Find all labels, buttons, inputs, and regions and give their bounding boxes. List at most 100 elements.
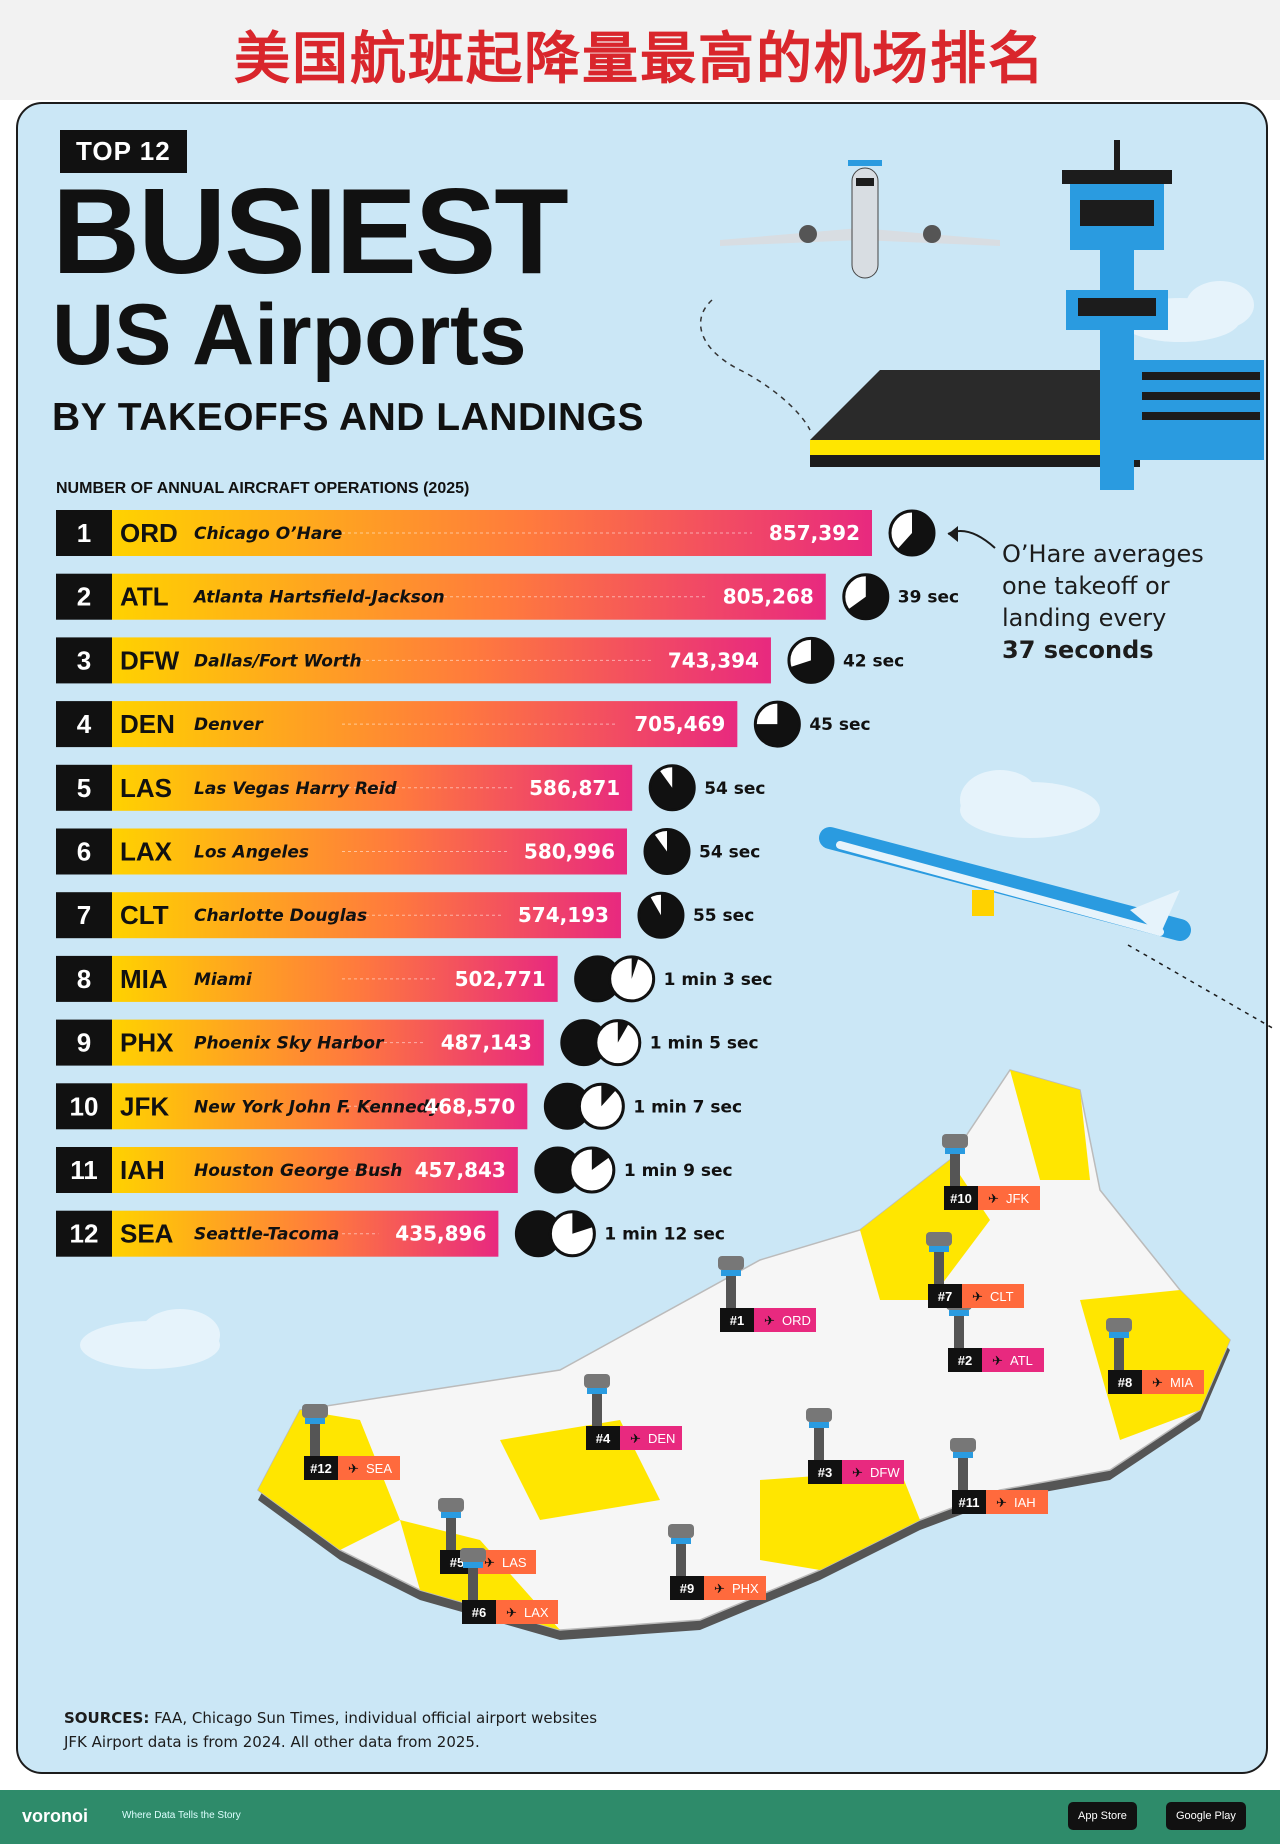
airport-name: Dallas/Fort Worth <box>194 651 362 671</box>
map-tower-window-icon <box>721 1270 741 1276</box>
voronoi-logo[interactable]: voronoi <box>22 1806 88 1826</box>
map-code-tag <box>338 1456 400 1480</box>
sources-note: JFK Airport data is from 2024. All other… <box>64 1733 480 1751</box>
interval-clock-fill <box>536 1149 579 1191</box>
map-code-tag <box>754 1308 816 1332</box>
airport-code: MIA <box>120 964 168 994</box>
rank-box <box>56 573 112 620</box>
map-airport-code: MIA <box>1170 1375 1193 1390</box>
rank-number: 4 <box>77 709 92 739</box>
interval-clock-fill <box>572 1212 593 1234</box>
interval-label: 45 sec <box>809 715 870 735</box>
map-code-tag <box>496 1600 558 1624</box>
bar-value-label: 743,394 <box>668 648 759 672</box>
airport-name: New York John F. Kennedy <box>194 1097 441 1117</box>
map-airport-code: JFK <box>1006 1191 1029 1206</box>
interval-clock-fill <box>631 957 639 979</box>
plane-icon: ✈ <box>714 1582 725 1597</box>
map-tower-top-icon <box>926 1232 952 1246</box>
interval-label: 39 sec <box>898 588 959 608</box>
footer-tagline: Where Data Tells the Story <box>122 1810 241 1821</box>
map-rank-label: #11 <box>959 1495 980 1510</box>
map-tower-window-icon <box>463 1562 483 1568</box>
airport-name: Seattle-Tacoma <box>194 1225 339 1245</box>
airplane-illustration-right <box>819 827 1277 1031</box>
bar-value-label: 805,268 <box>723 585 814 609</box>
bar-value-label: 586,871 <box>529 776 620 800</box>
annotation-line-4: 37 seconds <box>1002 636 1154 664</box>
airport-name: Denver <box>194 715 264 735</box>
map-tower-window-icon <box>953 1452 973 1458</box>
rank-number: 5 <box>77 773 91 803</box>
top-banner <box>0 0 1280 100</box>
interval-clock-fill <box>601 1085 616 1107</box>
axis-caption: NUMBER OF ANNUAL AIRCRAFT OPERATIONS (20… <box>56 480 470 497</box>
plane-icon: ✈ <box>996 1496 1007 1511</box>
interval-clock-fill <box>517 1212 560 1255</box>
plane-icon: ✈ <box>972 1290 983 1305</box>
map-tower-top-icon <box>584 1374 610 1388</box>
map-tower-top-icon <box>438 1498 464 1512</box>
map-tower-top-icon <box>302 1404 328 1418</box>
map-rank-tag <box>304 1456 338 1480</box>
map-rank-label: #1 <box>730 1313 744 1328</box>
interval-clock-fill <box>897 512 934 555</box>
plane-icon: ✈ <box>484 1556 495 1571</box>
bar-value-label: 457,843 <box>415 1158 506 1182</box>
google-play-button[interactable]: Google Play <box>1166 1802 1246 1830</box>
plane-icon: ✈ <box>506 1606 517 1621</box>
map-tower-top-icon <box>668 1524 694 1538</box>
airplane-illustration-top <box>699 160 1000 431</box>
map-tower-top-icon <box>806 1408 832 1422</box>
title-line-1: BUSIEST <box>52 163 569 299</box>
rank-box <box>56 892 112 939</box>
bar-value-label: 502,771 <box>455 967 546 991</box>
map-tower-window-icon <box>1109 1332 1129 1338</box>
map-tower-top-icon <box>718 1256 744 1270</box>
map-tower-window-icon <box>949 1310 969 1316</box>
map-rank-tag <box>944 1186 978 1210</box>
airport-name: Miami <box>194 970 253 990</box>
map-airport-code: DEN <box>648 1431 675 1446</box>
map-rank-tag <box>808 1460 842 1484</box>
interval-label: 1 min 5 sec <box>650 1034 759 1054</box>
plane-icon: ✈ <box>764 1314 775 1329</box>
bar-value-label: 705,469 <box>634 712 725 736</box>
chart-canvas: 1 ORD Chicago O’Hare 857,392 2 ATL Atlanta Har… <box>56 140 1277 1640</box>
bar-value-label: 435,896 <box>395 1222 486 1246</box>
map-tower-icon <box>814 1420 824 1460</box>
map-rank-tag <box>952 1490 986 1514</box>
map-tower-icon <box>1114 1330 1124 1370</box>
map-tower-icon <box>446 1510 456 1550</box>
interval-clock-fill <box>646 830 689 873</box>
rank-box <box>56 1083 112 1130</box>
map-tower-top-icon <box>942 1134 968 1148</box>
app-store-button[interactable]: App Store <box>1068 1802 1137 1830</box>
airport-code: PHX <box>120 1028 174 1058</box>
rank-box <box>56 510 112 556</box>
map-code-tag <box>978 1186 1040 1210</box>
annotation-line-1: O’Hare averages <box>1002 540 1204 568</box>
bar <box>112 828 628 875</box>
map-rank-tag <box>462 1600 496 1624</box>
map-airport-code: ATL <box>1010 1353 1033 1368</box>
interval-clock-fill <box>790 639 832 682</box>
plane-icon: ✈ <box>992 1354 1003 1369</box>
bar-value-label: 580,996 <box>524 840 615 864</box>
interval-clock-fill <box>576 957 619 1000</box>
airport-name: Phoenix Sky Harbor <box>194 1034 385 1054</box>
interval-label: 1 min 9 sec <box>624 1161 733 1181</box>
plane-icon: ✈ <box>852 1466 863 1481</box>
bar-value-label: 574,193 <box>518 903 609 927</box>
interval-clock-fill <box>591 1149 609 1170</box>
rank-number: 2 <box>77 582 91 612</box>
map-tower-icon <box>958 1450 968 1490</box>
map-tower-icon <box>950 1146 960 1186</box>
airport-code: LAS <box>120 773 172 803</box>
interval-label: 42 sec <box>843 651 904 671</box>
plane-icon: ✈ <box>988 1192 999 1207</box>
map-tower-icon <box>310 1416 320 1456</box>
map-rank-label: #3 <box>818 1465 832 1480</box>
map-rank-label: #4 <box>596 1431 611 1446</box>
rank-number: 3 <box>77 645 91 675</box>
